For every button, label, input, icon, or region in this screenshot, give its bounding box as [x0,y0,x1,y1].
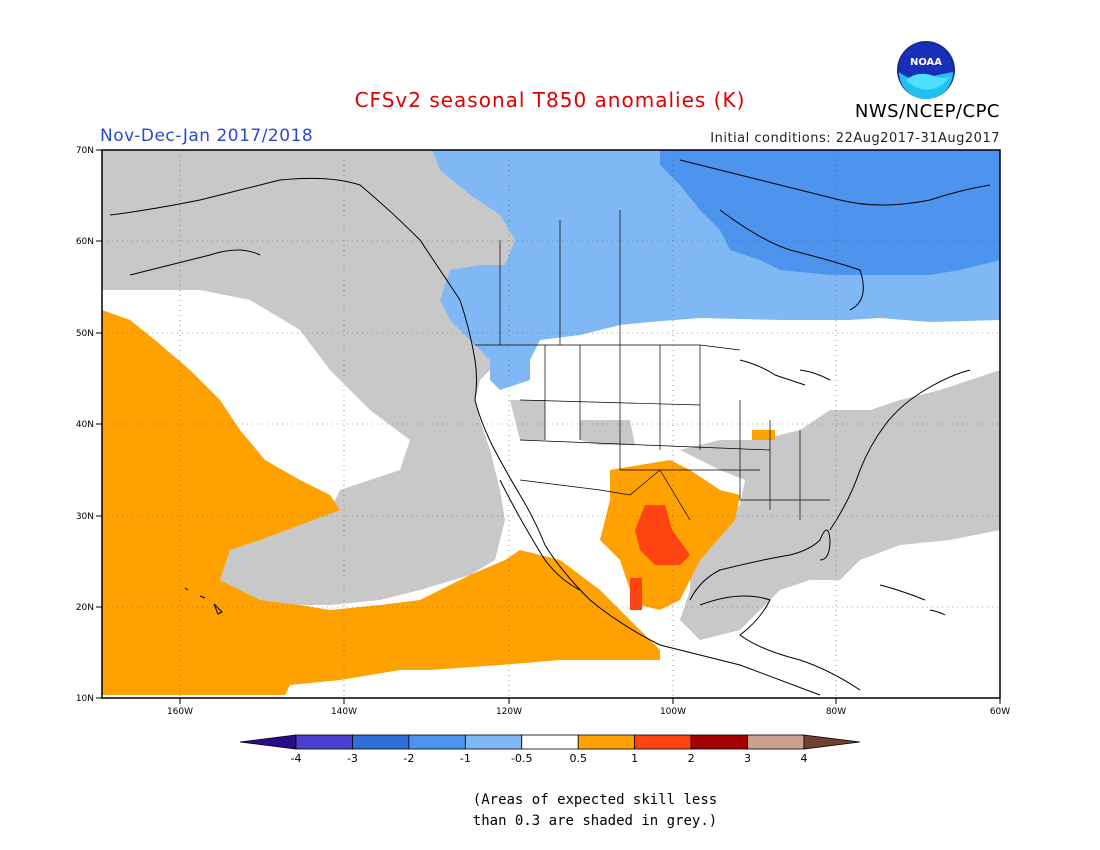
map-title: CFSv2 seasonal T850 anomalies (K) [0,88,1100,112]
political-borders [475,210,830,521]
colorbar-tick-label: 1 [631,752,638,765]
colorbar-tick-label: -2 [403,752,414,765]
agency-label: NWS/NCEP/CPC [854,101,1000,122]
lat-label-70n: 70N [76,146,94,156]
colorbar: -4 -3 -2 -1 -0.5 0.5 1 2 3 4 [239,734,861,765]
colorbar-segment [352,734,410,750]
lat-label-20n: 20N [76,603,94,613]
colorbar-segment [521,734,579,750]
colorbar-segment [747,734,805,750]
svg-text:NOAA: NOAA [910,57,942,68]
latitude-labels: 70N 60N 50N 40N 30N 20N 10N [76,146,94,704]
colorbar-segment [408,734,466,750]
lat-label-50n: 50N [76,329,94,339]
lon-label-160w: 160W [167,707,193,717]
lon-label-100w: 100W [660,707,686,717]
colorbar-tick-label: 4 [801,752,808,765]
colorbar-segment [577,734,636,750]
map-title-text: CFSv2 seasonal T850 anomalies (K) [354,88,746,112]
colorbar-tick-label: 2 [688,752,695,765]
lat-label-60n: 60N [76,237,94,247]
noaa-logo-icon: NOAA [897,41,955,99]
axis-ticks [96,149,1001,704]
skill-note-line-1: (Areas of expected skill less [472,792,718,808]
lon-label-120w: 120W [496,707,522,717]
colorbar-right-arrow [803,734,861,750]
skill-note: (Areas of expected skill less than 0.3 a… [0,790,1100,832]
lat-label-10n: 10N [76,694,94,704]
anomaly-fields [102,150,1000,698]
colorbar-segment [464,734,523,750]
colorbar-tick-label: -0.5 [511,752,532,765]
coastlines [109,159,991,696]
colorbar-left-arrow [239,734,297,750]
season-label: Nov-Dec-Jan 2017/2018 [100,126,314,146]
low-skill-grey-areas [102,150,1000,640]
colorbar-segment [690,734,748,750]
lon-label-140w: 140W [331,707,357,717]
lon-label-60w: 60W [990,707,1010,717]
lat-label-30n: 30N [76,512,94,522]
colorbar-segment [634,734,692,750]
colorbar-tick-label: -3 [347,752,358,765]
warm-anomaly-red-areas [630,505,690,610]
colorbar-tick-label: -1 [460,752,471,765]
cold-anomaly-blue [660,150,1000,275]
skill-note-line-2: than 0.3 are shaded in grey.) [472,813,718,829]
lon-label-80w: 80W [826,707,846,717]
lat-label-40n: 40N [76,420,94,430]
initial-conditions-label: Initial conditions: 22Aug2017-31Aug2017 [710,131,1000,146]
colorbar-tick-label: 0.5 [569,752,587,765]
colorbar-segment [295,734,353,750]
colorbar-tick-label: 3 [744,752,751,765]
colorbar-tick-label: -4 [291,752,302,765]
longitude-labels: 160W 140W 120W 100W 80W 60W [167,707,1010,717]
